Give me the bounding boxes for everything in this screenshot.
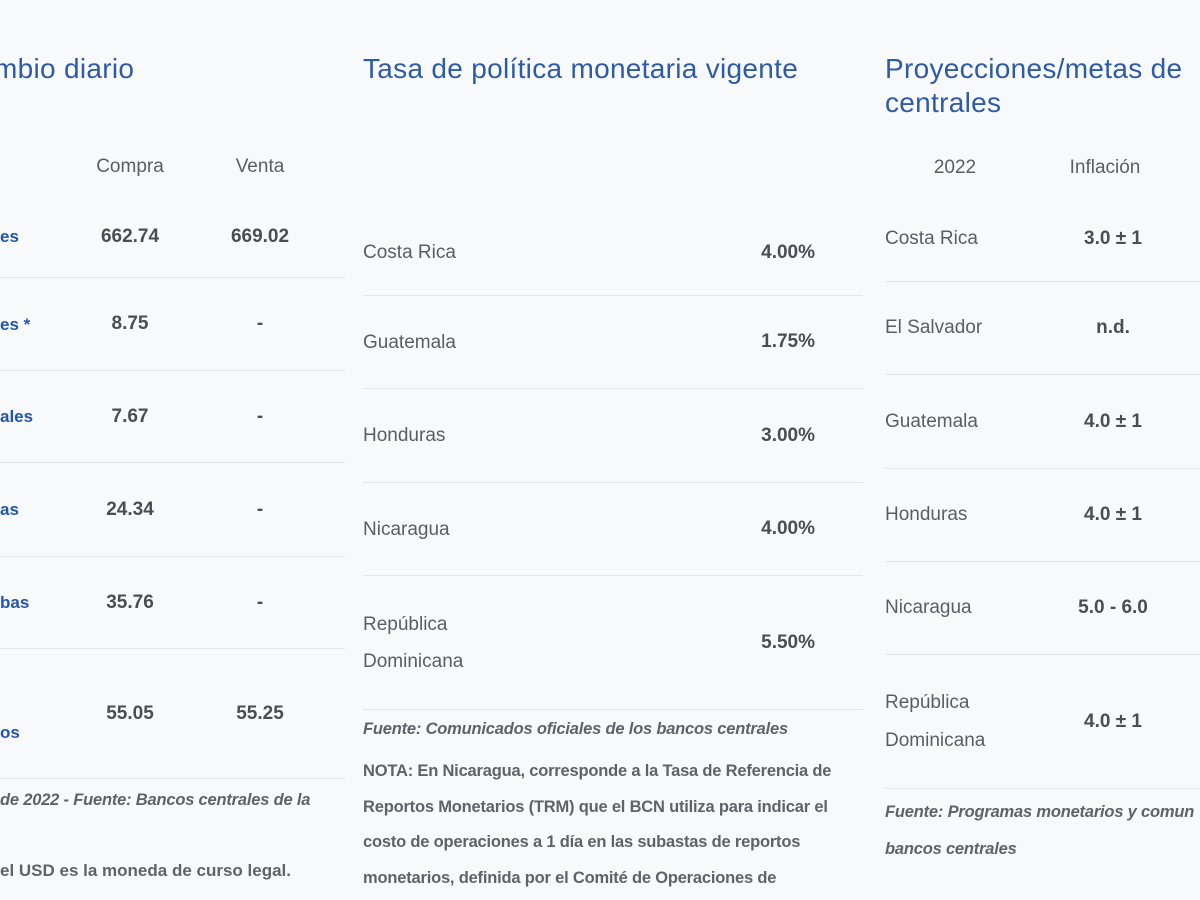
table-row: as 24.34 - [0, 463, 345, 557]
nota-line: monetarios, definida por el Comité de Op… [363, 869, 777, 888]
policy-rate-title: Tasa de política monetaria vigente [363, 53, 799, 84]
compra-value: 35.76 [106, 591, 154, 613]
policy-rate-source-note: Fuente: Comunicados oficiales de los ban… [363, 720, 788, 738]
venta-value: 55.25 [236, 702, 284, 724]
compra-value: 55.05 [106, 702, 154, 724]
venta-value: - [256, 591, 264, 613]
table-row: Honduras 4.0 ± 1 [885, 469, 1200, 562]
nota-line: costo de operaciones a 1 día en las suba… [363, 833, 801, 852]
table-row: Nicaragua 5.0 - 6.0 [885, 562, 1200, 655]
currency-link[interactable]: bas [0, 593, 30, 612]
rate-value: 4.00% [761, 518, 815, 539]
rate-value: 4.00% [761, 241, 815, 263]
table-row: es 662.74 669.02 [0, 196, 345, 278]
column-header-inflation: Inflación [1069, 157, 1141, 178]
projections-title-line2: centrales [885, 87, 1002, 118]
currency-link[interactable]: as [0, 500, 19, 519]
projections-table: Costa Rica 3.0 ± 1 El Salvador n.d. Guat… [885, 196, 1200, 789]
country-label: Honduras [363, 425, 446, 446]
table-row: Costa Rica 3.0 ± 1 [885, 196, 1200, 282]
exchange-rate-card: mbio diario Compra Venta es 662.74 669.0… [0, 0, 345, 900]
inflation-value: 5.0 - 6.0 [1078, 597, 1148, 618]
nota-line: Reportos Monetarios (TRM) que el BCN uti… [363, 797, 828, 816]
currency-link[interactable]: es [0, 227, 19, 246]
country-label: Honduras [885, 504, 968, 525]
column-header-compra: Compra [96, 156, 164, 177]
venta-value: - [256, 313, 264, 334]
inflation-value: 4.0 ± 1 [1084, 410, 1142, 432]
country-label: Guatemala [885, 410, 978, 432]
rate-value: 5.50% [761, 631, 815, 653]
inflation-value: 4.0 ± 1 [1084, 710, 1142, 732]
compra-value: 8.75 [111, 313, 149, 334]
exchange-legal-note: el USD es la moneda de curso legal. [0, 861, 291, 880]
venta-value: - [256, 405, 264, 427]
table-row: El Salvador n.d. [885, 282, 1200, 375]
nota-line: NOTA: En Nicaragua, corresponde a la Tas… [363, 762, 832, 780]
exchange-source-note: de 2022 - Fuente: Bancos centrales de la [0, 791, 311, 809]
projections-title-line1: Proyecciones/metas de [885, 53, 1183, 84]
policy-rate-nota: NOTA: En Nicaragua, corresponde a la Tas… [363, 754, 831, 897]
rate-value: 3.00% [761, 424, 815, 446]
table-row: Nicaragua 4.00% [363, 483, 863, 576]
country-label: Guatemala [363, 331, 456, 353]
table-row: es * 8.75 - [0, 278, 345, 371]
compra-value: 7.67 [111, 405, 149, 427]
country-label: República Dominicana [885, 691, 986, 751]
projections-card: Proyecciones/metas de centrales 2022 Inf… [885, 0, 1200, 900]
rate-value: 1.75% [761, 331, 815, 352]
currency-link[interactable]: os [0, 684, 75, 743]
currency-link-label: os [0, 723, 20, 742]
exchange-table: es 662.74 669.02 es * 8.75 - ales 7.67 -… [0, 196, 345, 779]
source-line: Fuente: Programas monetarios y comun [885, 803, 1195, 821]
policy-rate-table: Costa Rica 4.00% Guatemala 1.75% Hondura… [363, 210, 863, 710]
country-label: Costa Rica [363, 242, 456, 263]
country-label: Costa Rica [885, 227, 978, 249]
currency-link[interactable]: es * [0, 314, 31, 334]
source-line: bancos centrales [885, 840, 1017, 858]
table-row: Guatemala 1.75% [363, 296, 863, 389]
inflation-value: 4.0 ± 1 [1084, 504, 1142, 525]
table-row: ales 7.67 - [0, 371, 345, 463]
table-row: República Dominicana 5.50% [363, 576, 863, 710]
projections-source-note: Fuente: Programas monetarios y comun ban… [885, 794, 1194, 868]
venta-value: 669.02 [230, 225, 290, 247]
table-row: Guatemala 4.0 ± 1 [885, 375, 1200, 469]
table-row: Honduras 3.00% [363, 389, 863, 483]
country-label: Nicaragua [363, 518, 450, 540]
country-label: República Dominicana [363, 613, 464, 672]
table-row: República Dominicana 4.0 ± 1 [885, 655, 1200, 789]
exchange-card-title: mbio diario [0, 53, 135, 84]
inflation-value: 3.0 ± 1 [1084, 227, 1142, 249]
venta-value: - [256, 498, 264, 520]
column-header-year: 2022 [933, 157, 977, 178]
table-row: os 55.05 55.25 [0, 649, 345, 779]
compra-value: 24.34 [106, 498, 154, 520]
column-header-venta: Venta [235, 156, 285, 177]
currency-link[interactable]: ales [0, 407, 34, 426]
table-row: Costa Rica 4.00% [363, 210, 863, 296]
policy-rate-card: Tasa de política monetaria vigente Costa… [363, 0, 863, 900]
table-row: bas 35.76 - [0, 557, 345, 649]
compra-value: 662.74 [100, 225, 160, 247]
inflation-value: n.d. [1096, 317, 1130, 338]
country-label: Nicaragua [885, 597, 972, 618]
country-label: El Salvador [885, 317, 983, 338]
